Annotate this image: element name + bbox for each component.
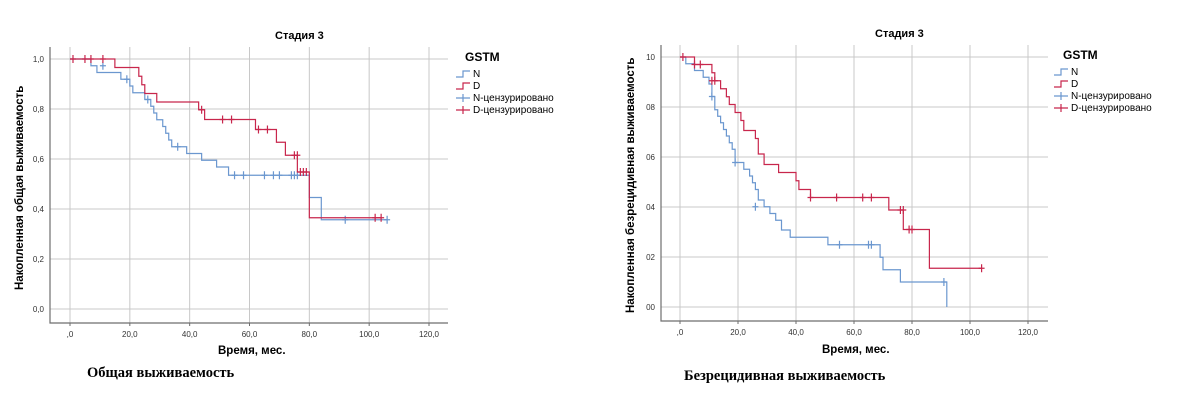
figure-caption: Безрецидивная выживаемость (684, 368, 886, 384)
y-tick-label: 0,2 (33, 255, 45, 264)
censor-mark-d-icon (456, 106, 470, 114)
step-line-d-icon (1054, 80, 1068, 88)
step-line-d-icon (456, 82, 470, 90)
axes (49, 47, 448, 324)
y-tick-label: 0,4 (33, 205, 45, 214)
x-tick-label: 100,0 (960, 328, 981, 337)
y-tick-label: 10 (646, 53, 655, 62)
y-tick-label: 02 (646, 253, 655, 262)
overall-survival-panel: ,0 20,0 40,0 60,0 80,0 100,0 120,0 0,0 0,2 0,4 0,6… (14, 30, 554, 381)
legend-item-n: N (1053, 66, 1152, 78)
censor-mark-n-icon (456, 94, 470, 102)
y-axis-label: Накопленная безрецидивная выживаемость (625, 57, 637, 313)
legend-title: GSTM (1063, 48, 1098, 62)
x-tick-label: ,0 (67, 330, 74, 339)
y-axis-label: Накопленная общая выживаемость (14, 85, 26, 290)
legend-item-d-censored: D-цензурировано (455, 104, 554, 116)
x-tick-label: 60,0 (242, 330, 258, 339)
legend-item-n-censored: N-цензурировано (1053, 90, 1152, 102)
x-tick-label: 100,0 (359, 330, 380, 339)
y-tick-label: 1,0 (33, 55, 45, 64)
x-tick-label: 60,0 (846, 328, 862, 337)
step-line-n-icon (1054, 68, 1068, 76)
relapse-free-survival-plot: ,0 20,0 40,0 60,0 80,0 100,0 120,0 00 02 04 06 08 10 (646, 45, 1048, 337)
grid (661, 45, 1048, 324)
x-tick-label: 40,0 (182, 330, 198, 339)
chart-title: Стадия 3 (875, 28, 924, 40)
censor-marks-n (99, 61, 391, 224)
overall-survival-plot: ,0 20,0 40,0 60,0 80,0 100,0 120,0 0,0 0,2 0,4 0,6… (33, 47, 448, 339)
relapse-free-survival-panel: ,0 20,0 40,0 60,0 80,0 100,0 120,0 00 02 04 06 08 10… (600, 0, 1200, 403)
x-tick-label: 20,0 (122, 330, 138, 339)
step-line-n-icon (456, 70, 470, 78)
legend-item-n: N (455, 68, 554, 80)
survival-curve-d (70, 58, 382, 219)
survival-curve-n (680, 56, 948, 307)
censor-marks-d (69, 55, 385, 222)
legend-item-d: D (455, 80, 554, 92)
censor-marks-n (708, 92, 947, 286)
x-tick-label: 120,0 (419, 330, 440, 339)
censor-mark-n-icon (1054, 92, 1068, 100)
x-tick-label: ,0 (677, 328, 684, 337)
y-tick-label: 06 (646, 153, 655, 162)
x-tick-label: 120,0 (1018, 328, 1039, 337)
x-tick-label: 40,0 (788, 328, 804, 337)
y-tick-label: 00 (646, 303, 655, 312)
censor-marks-d (679, 53, 985, 273)
survival-curve-n (70, 58, 388, 221)
survival-curve-d (680, 56, 982, 269)
x-tick-label: 80,0 (302, 330, 318, 339)
censor-mark-d-icon (1054, 104, 1068, 112)
axes (660, 45, 1048, 322)
chart-title: Стадия 3 (275, 30, 324, 42)
x-tick-label: 20,0 (730, 328, 746, 337)
x-axis-label: Время, мес. (218, 345, 286, 357)
grid (50, 47, 448, 326)
x-tick-label: 80,0 (904, 328, 920, 337)
legend-item-n-censored: N-цензурировано (455, 92, 554, 104)
legend: GSTM N D N-цензурировано D-цензурировано (1053, 48, 1152, 114)
x-axis-label: Время, мес. (822, 344, 890, 356)
legend-item-d-censored: D-цензурировано (1053, 102, 1152, 114)
y-tick-label: 0,8 (33, 105, 45, 114)
legend: GSTM N D N-цензурировано D-цензурировано (455, 50, 554, 116)
y-tick-label: 08 (646, 103, 655, 112)
legend-title: GSTM (465, 50, 500, 64)
y-tick-label: 0,0 (33, 305, 45, 314)
figure-caption: Общая выживаемость (87, 365, 235, 381)
y-tick-label: 04 (646, 203, 655, 212)
y-tick-label: 0,6 (33, 155, 45, 164)
legend-item-d: D (1053, 78, 1152, 90)
